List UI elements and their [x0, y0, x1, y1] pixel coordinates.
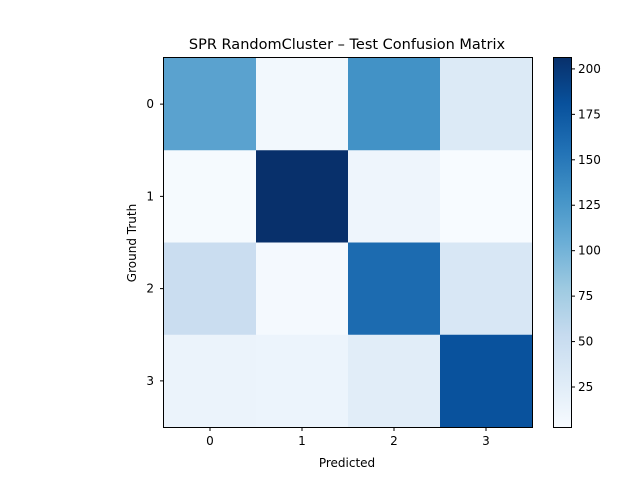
heatmap-cell-r1-c2 — [348, 150, 441, 243]
colorbar — [553, 57, 572, 428]
x-axis-label: Predicted — [319, 456, 375, 470]
colorbar-tick-label: 100 — [578, 244, 601, 258]
heatmap-cell-r1-c0 — [164, 150, 257, 243]
colorbar-ticks: 25 50 75 100 125 150 175 200 — [571, 62, 601, 394]
y-tick-label: 3 — [146, 374, 154, 388]
heatmap-cell-r3-c1 — [256, 334, 349, 428]
y-axis-ticks: 0 1 2 3 — [146, 97, 164, 388]
heatmap-cell-r2-c2 — [348, 242, 441, 336]
heatmap-cell-r2-c0 — [164, 242, 257, 336]
y-tick-label: 1 — [146, 189, 154, 203]
x-tick-label: 1 — [298, 434, 306, 448]
x-tick-label: 2 — [390, 434, 398, 448]
x-axis-ticks: 0 1 2 3 — [206, 427, 490, 448]
colorbar-tick-label: 25 — [578, 380, 593, 394]
heatmap-cell-r1-c1 — [256, 150, 349, 243]
colorbar-tick-label: 50 — [578, 335, 593, 349]
colorbar-tick-label: 200 — [578, 62, 601, 76]
heatmap-cell-r3-c2 — [348, 334, 441, 428]
colorbar-tick-label: 75 — [578, 289, 593, 303]
heatmap-cell-r0-c2 — [348, 58, 441, 151]
y-tick-label: 0 — [146, 97, 154, 111]
heatmap-cell-r0-c1 — [256, 58, 349, 151]
heatmap-cell-r2-c1 — [256, 242, 349, 336]
heatmap-cell-r2-c3 — [440, 242, 533, 336]
heatmap-cell-r3-c3 — [440, 334, 533, 428]
x-tick-label: 3 — [482, 434, 490, 448]
heatmap-cell-r0-c0 — [164, 58, 257, 151]
heatmap-cell-r3-c0 — [164, 334, 257, 428]
x-tick-label: 0 — [206, 434, 214, 448]
colorbar-tick-label: 125 — [578, 198, 601, 212]
colorbar-tick-label: 175 — [578, 107, 601, 121]
heatmap-cells — [164, 58, 533, 428]
heatmap-cell-r1-c3 — [440, 150, 533, 243]
y-tick-label: 2 — [146, 282, 154, 296]
colorbar-tick-label: 150 — [578, 153, 601, 167]
plot-frame — [163, 57, 533, 428]
heatmap-cell-r0-c3 — [440, 58, 533, 151]
chart-title: SPR RandomCluster – Test Confusion Matri… — [189, 37, 506, 53]
y-axis-label: Ground Truth — [125, 204, 139, 282]
